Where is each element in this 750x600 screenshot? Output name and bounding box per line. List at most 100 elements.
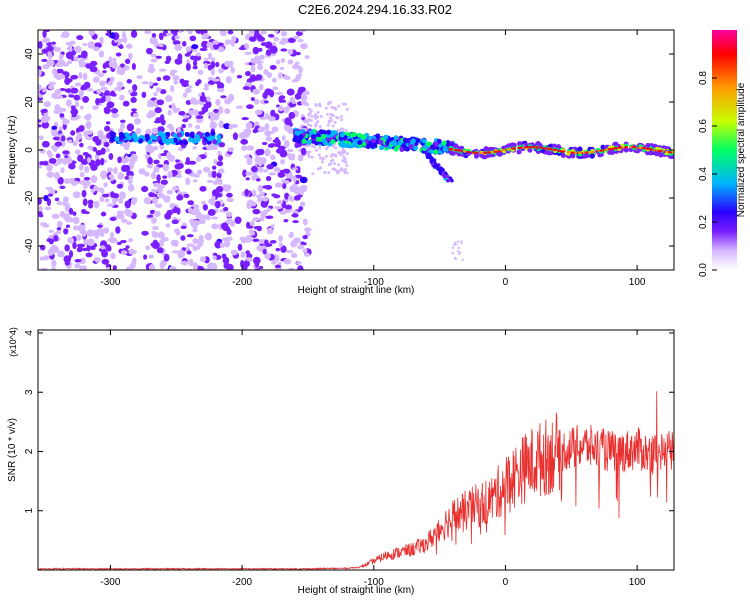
heatmap-cell <box>278 235 283 243</box>
heatmap-cell <box>101 193 110 198</box>
heatmap-cell <box>171 219 179 225</box>
heatmap-cell <box>182 114 190 119</box>
heatmap-cell <box>221 253 227 259</box>
heatmap-cell <box>297 186 305 191</box>
heatmap-cell <box>144 30 152 35</box>
snr-series-line <box>38 391 674 570</box>
heatmap-cell <box>210 68 215 76</box>
heatmap-cell <box>117 83 122 92</box>
heatmap-cell <box>283 258 292 265</box>
heatmap-cell <box>76 131 83 140</box>
heatmap-cell <box>135 127 142 135</box>
heatmap-cell <box>210 130 216 136</box>
heatmap-cell <box>484 146 490 152</box>
heatmap-cell <box>422 144 428 150</box>
heatmap-cell <box>279 169 285 173</box>
heatmap-cell <box>101 95 107 103</box>
heatmap-cell <box>324 106 328 110</box>
heatmap-cell <box>85 63 92 69</box>
heatmap-cell <box>171 186 179 191</box>
heatmap-cell <box>318 146 322 150</box>
heatmap-cell <box>193 174 200 178</box>
heatmap-cell <box>99 36 104 45</box>
heatmap-cell <box>41 58 48 63</box>
heatmap-cell <box>38 135 44 141</box>
heatmap-cell <box>192 228 198 233</box>
heatmap-cell <box>111 113 119 119</box>
heatmap-cell <box>86 88 94 92</box>
heatmap-cell <box>153 159 160 165</box>
heatmap-cell <box>192 262 198 270</box>
heatmap-cell <box>259 30 267 35</box>
heatmap-cell <box>64 88 73 93</box>
heatmap-cell <box>213 158 218 165</box>
heatmap-cell <box>203 103 211 107</box>
heatmap-cell <box>65 224 70 229</box>
heatmap-cell <box>150 217 157 224</box>
heatmap-cell <box>286 153 293 158</box>
heatmap-cell <box>270 45 278 54</box>
heatmap-cell <box>128 238 133 243</box>
heatmap-cell <box>283 140 290 148</box>
heatmap-cell <box>52 68 58 75</box>
heatmap-cell <box>172 75 180 82</box>
heatmap-cell <box>145 144 153 153</box>
heatmap-cell <box>124 155 130 163</box>
heatmap-cell <box>187 207 193 213</box>
heatmap-cell <box>175 107 181 112</box>
heatmap-cell <box>63 255 72 264</box>
heatmap-cell <box>154 107 162 114</box>
colorbar-gradient <box>712 30 737 270</box>
heatmap-cell <box>138 138 144 144</box>
heatmap-cell <box>117 213 125 220</box>
heatmap-cell <box>307 113 311 117</box>
heatmap-cell <box>64 260 71 266</box>
heatmap-cell <box>265 176 272 182</box>
heatmap-cell <box>59 88 66 92</box>
heatmap-cell <box>186 243 195 247</box>
heatmap-cell <box>339 114 343 118</box>
heatmap-cell <box>460 240 463 243</box>
heatmap-cell <box>321 133 327 139</box>
heatmap-cell <box>152 226 159 231</box>
heatmap-cell <box>74 82 82 87</box>
heatmap-cell <box>244 51 253 55</box>
heatmap-cell <box>121 31 126 40</box>
heatmap-cell <box>57 176 64 185</box>
heatmap-cell <box>345 152 349 156</box>
heatmap-cell <box>315 148 319 152</box>
heatmap-cell <box>195 210 200 218</box>
heatmap-cell <box>64 244 70 252</box>
heatmap-cell <box>72 225 78 231</box>
heatmap-cell <box>116 66 122 70</box>
heatmap-cell <box>316 120 320 124</box>
heatmap-cell <box>267 116 276 122</box>
heatmap-cell <box>54 88 62 96</box>
heatmap-cell <box>203 57 209 62</box>
heatmap-cell <box>185 177 191 186</box>
heatmap-cell <box>429 159 433 164</box>
heatmap-cell <box>285 249 294 254</box>
heatmap-cell <box>309 124 313 128</box>
heatmap-cell <box>578 151 582 155</box>
heatmap-cell <box>115 226 121 234</box>
heatmap-cell <box>203 62 208 69</box>
heatmap-cell <box>162 163 169 172</box>
heatmap-cell <box>294 61 300 65</box>
heatmap-cell <box>56 220 63 229</box>
heatmap-cell <box>308 150 312 154</box>
heatmap-cell <box>245 122 253 129</box>
heatmap-cell <box>106 132 111 139</box>
heatmap-cell <box>174 43 182 52</box>
heatmap-cell <box>528 145 532 149</box>
heatmap-cell <box>150 172 157 180</box>
heatmap-cell <box>38 41 43 49</box>
heatmap-cell <box>280 31 288 37</box>
heatmap-cell <box>299 176 308 184</box>
heatmap-cell <box>457 246 461 250</box>
heatmap-cell <box>217 155 224 162</box>
heatmap-cell <box>316 110 320 114</box>
colorbar-ticks: 0.0 0.2 0.4 0.6 0.8 <box>698 71 717 277</box>
heatmap-cell <box>97 228 103 236</box>
heatmap-cell <box>63 178 72 184</box>
